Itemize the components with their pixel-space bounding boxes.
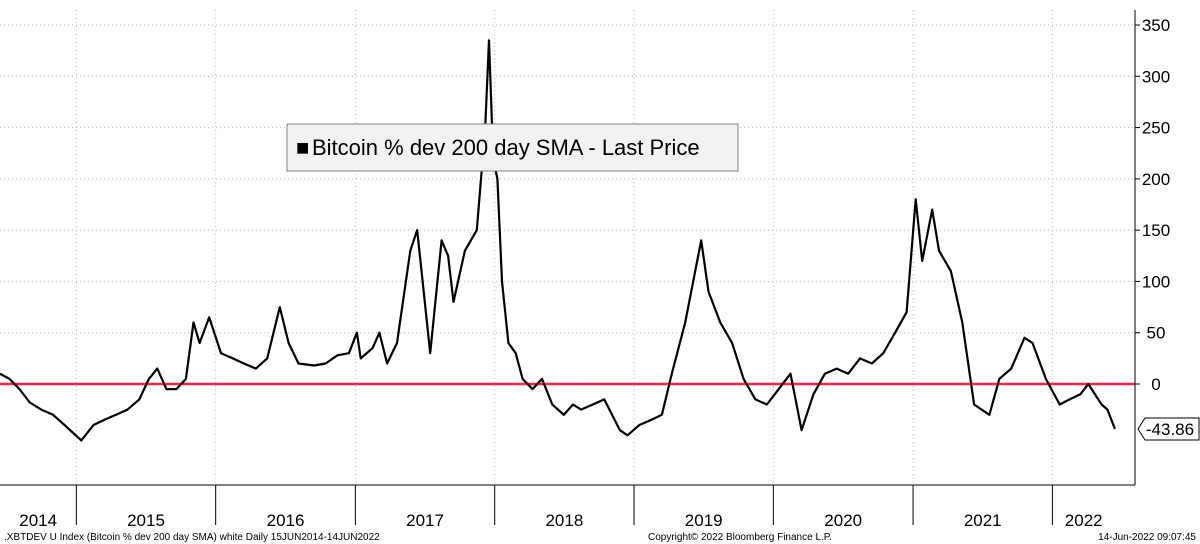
last-value-tag: -43.86 xyxy=(1137,417,1200,441)
x-tick-label: 2022 xyxy=(1065,511,1103,530)
y-tick-label: 150 xyxy=(1142,221,1170,240)
x-tick-label: 2014 xyxy=(19,511,57,530)
x-tick-label: 2021 xyxy=(964,511,1002,530)
x-tick-label: 2016 xyxy=(267,511,305,530)
footer-timestamp: 14-Jun-2022 09:07:45 xyxy=(1098,532,1196,543)
y-axis-ticks: 0 50 100 150 200 250 300 350 xyxy=(1135,16,1170,394)
legend-label: Bitcoin % dev 200 day SMA - Last Price xyxy=(312,135,700,160)
y-tick-label: 300 xyxy=(1142,67,1170,86)
x-tick-label: 2015 xyxy=(127,511,165,530)
axes xyxy=(0,10,1136,486)
legend-marker: ■ xyxy=(296,135,309,160)
legend-box: ■ Bitcoin % dev 200 day SMA - Last Price xyxy=(286,123,739,172)
x-tick-label: 2019 xyxy=(685,511,723,530)
y-tick-label: 50 xyxy=(1147,324,1166,343)
last-value-label: -43.86 xyxy=(1146,420,1194,439)
x-tick-label: 2018 xyxy=(545,511,583,530)
x-tick-label: 2017 xyxy=(406,511,444,530)
series-line xyxy=(0,39,1117,442)
y-tick-label: 250 xyxy=(1142,119,1170,138)
y-tick-label: 100 xyxy=(1142,272,1170,291)
footer-index-description: .XBTDEV U Index (Bitcoin % dev 200 day S… xyxy=(4,532,380,543)
footer-copyright: Copyright© 2022 Bloomberg Finance L.P. xyxy=(648,532,832,543)
y-tick-label: 350 xyxy=(1142,16,1170,35)
x-axis-ticks: 2014 2015 2016 2017 2018 2019 2020 2021 2022 xyxy=(19,485,1103,530)
y-tick-label: 200 xyxy=(1142,170,1170,189)
gridlines xyxy=(0,10,1135,485)
x-tick-label: 2020 xyxy=(824,511,862,530)
y-tick-label: 0 xyxy=(1151,375,1160,394)
